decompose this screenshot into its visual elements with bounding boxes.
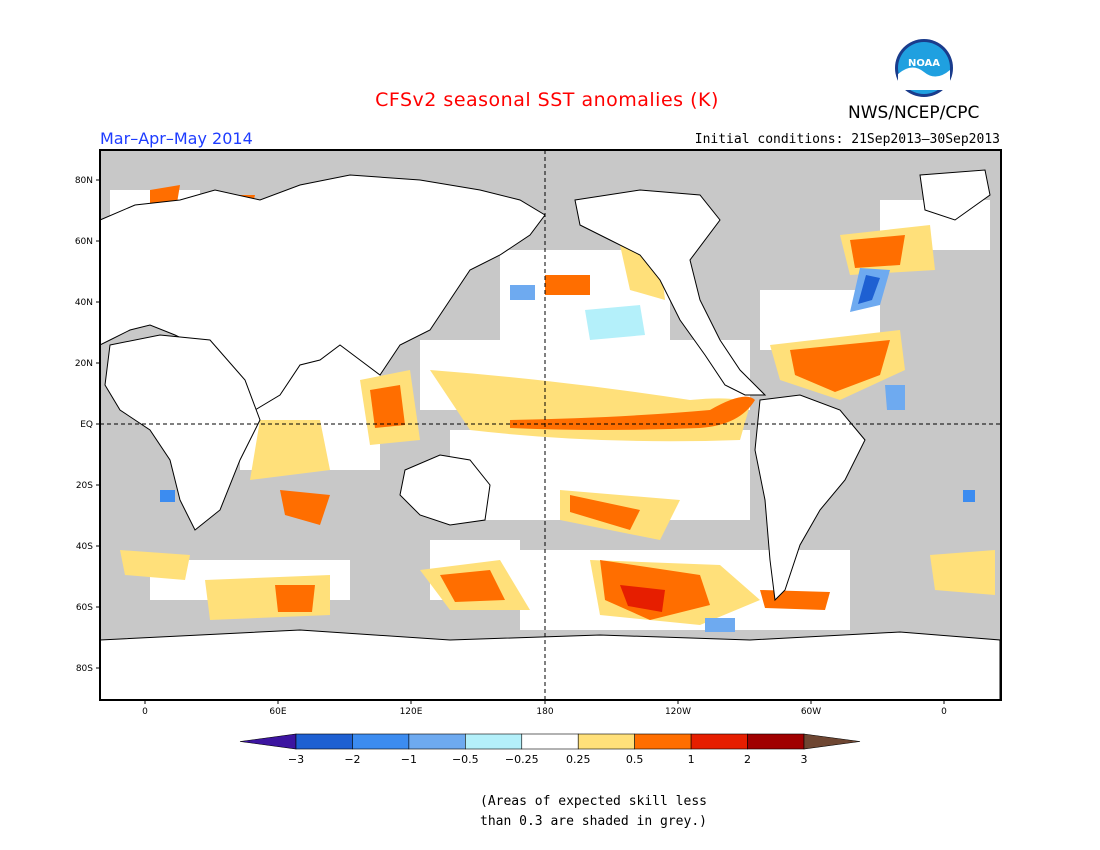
warm-anomaly-regions — [120, 185, 995, 625]
longitude-ticks — [144, 700, 945, 704]
skill-note: (Areas of expected skill less than 0.3 a… — [480, 792, 707, 832]
lon-label: 120E — [400, 707, 423, 717]
colorbar-label: 2 — [744, 753, 751, 766]
agency-label: NWS/NCEP/CPC — [848, 103, 980, 123]
colorbar-label: 0.25 — [566, 753, 591, 766]
colorbar-label: 0.5 — [626, 753, 644, 766]
lat-label: 60S — [76, 603, 93, 613]
lat-label: 40S — [76, 542, 93, 552]
colorbar-segment — [634, 733, 692, 750]
colorbar-segment — [295, 733, 353, 750]
colorbar-label: −3 — [288, 753, 304, 766]
skill-note-line1: (Areas of expected skill less — [480, 794, 707, 809]
colorbar-label: 1 — [688, 753, 695, 766]
colorbar-segment — [521, 733, 579, 750]
map-panel — [99, 149, 1002, 701]
lon-label: 60E — [269, 707, 286, 717]
lat-label: 20N — [75, 359, 93, 369]
lat-label: 60N — [75, 237, 93, 247]
colorbar-segment — [239, 733, 297, 750]
colorbar-label: −0.25 — [505, 753, 539, 766]
lat-label: 20S — [76, 481, 93, 491]
colorbar — [239, 733, 861, 750]
latitude-axis: 80N 60N 40N 20N EQ 20S 40S 60S 80S — [75, 176, 93, 674]
lat-label: 80N — [75, 176, 93, 186]
lat-label: 40N — [75, 298, 93, 308]
colorbar-label: −0.5 — [452, 753, 479, 766]
colorbar-segment — [465, 733, 523, 750]
colorbar-labels: −3 −2 −1 −0.5 −0.25 0.25 0.5 1 2 3 — [288, 753, 808, 766]
lon-label: 180 — [536, 707, 553, 717]
colorbar-segment — [803, 733, 861, 750]
colorbar-segment — [690, 733, 748, 750]
colorbar-label: −2 — [344, 753, 360, 766]
colorbar-segment — [577, 733, 635, 750]
colorbar-segment — [747, 733, 805, 750]
cool-anomaly-regions — [160, 268, 975, 632]
lon-label: 120W — [665, 707, 691, 717]
colorbar-segment — [408, 733, 466, 750]
logo-text: NOAA — [908, 58, 940, 69]
colorbar-label: 3 — [801, 753, 808, 766]
lon-label: 0 — [142, 707, 148, 717]
longitude-axis: 0 60E 120E 180 120W 60W 0 — [142, 707, 947, 717]
colorbar-segment — [352, 733, 410, 750]
season-label: Mar–Apr–May 2014 — [100, 129, 253, 148]
noaa-logo: NOAA — [895, 39, 953, 97]
initial-conditions-label: Initial conditions: 21Sep2013–30Sep2013 — [694, 132, 1000, 147]
latitude-ticks — [96, 179, 100, 669]
chart-title: CFSv2 seasonal SST anomalies (K) — [375, 89, 719, 111]
skill-note-line2: than 0.3 are shaded in grey.) — [480, 814, 707, 829]
colorbar-label: −1 — [401, 753, 417, 766]
land-masses — [99, 169, 1001, 701]
lon-label: 0 — [941, 707, 947, 717]
lat-label: EQ — [80, 420, 93, 430]
lon-label: 60W — [801, 707, 821, 717]
lat-label: 80S — [76, 664, 93, 674]
